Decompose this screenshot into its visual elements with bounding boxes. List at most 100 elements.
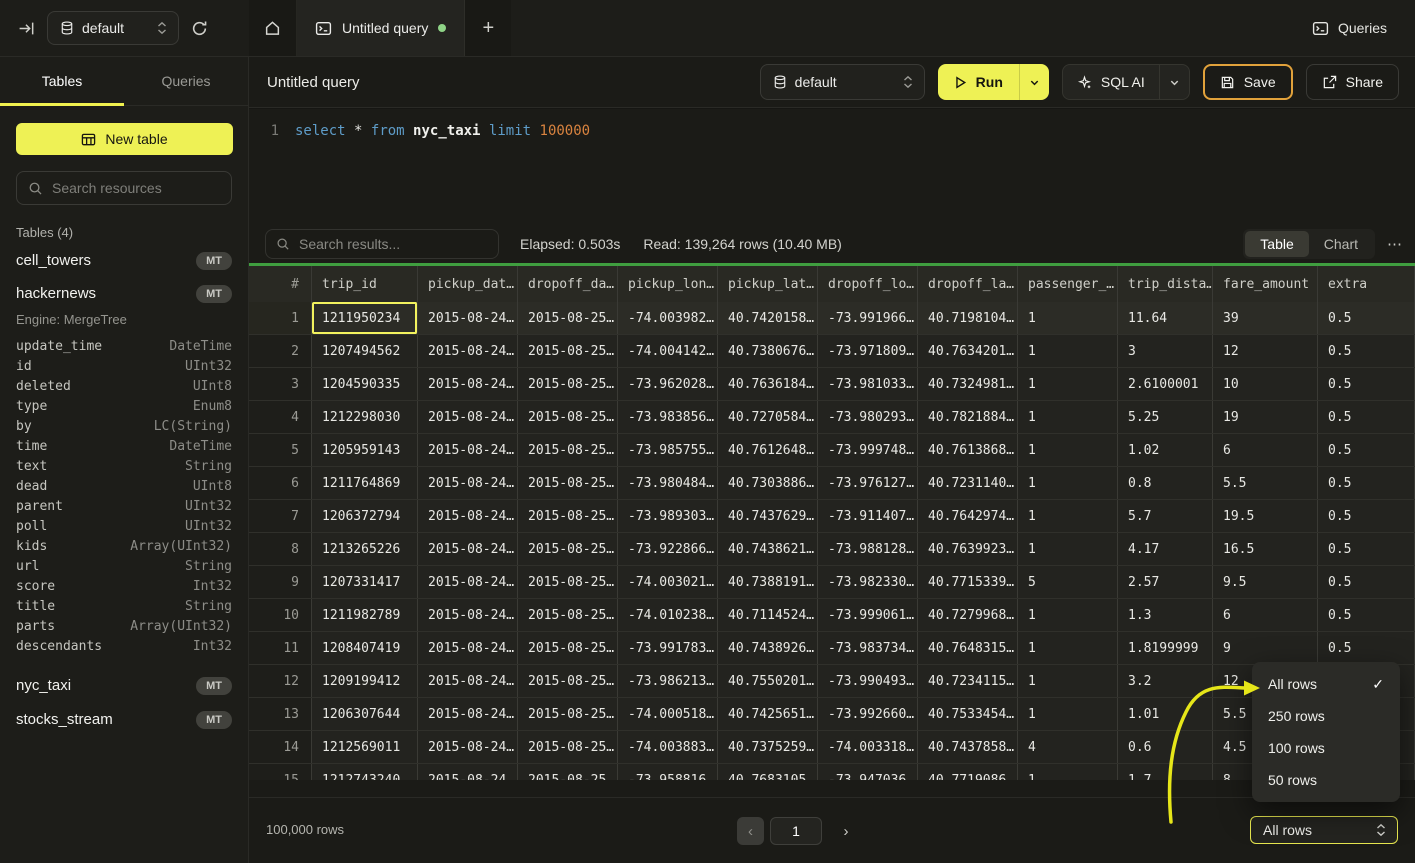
table-cell[interactable]: 0.5 xyxy=(1318,500,1415,532)
table-cell[interactable]: 0.5 xyxy=(1318,335,1415,367)
table-cell[interactable]: 3 xyxy=(1118,335,1213,367)
table-cell[interactable]: -74.003883… xyxy=(618,731,718,763)
table-cell[interactable]: 1 xyxy=(1018,434,1118,466)
table-cell[interactable]: 2015-08-25… xyxy=(518,368,618,400)
table-cell[interactable]: -73.999061… xyxy=(818,599,918,631)
table-header-cell[interactable]: dropoff_la… xyxy=(918,266,1018,302)
prev-page-button[interactable]: ‹ xyxy=(737,817,764,845)
table-cell[interactable]: 40.7114524… xyxy=(718,599,818,631)
sidebar-item-nyc-taxi[interactable]: nyc_taxi MT xyxy=(0,669,248,702)
table-cell[interactable]: 1208407419 xyxy=(312,632,418,664)
table-cell[interactable]: 40.7234115… xyxy=(918,665,1018,697)
table-cell[interactable]: 1212569011 xyxy=(312,731,418,763)
table-cell[interactable]: 5.5 xyxy=(1213,467,1318,499)
table-cell[interactable]: 40.7198104… xyxy=(918,302,1018,334)
table-cell[interactable]: 2015-08-24… xyxy=(418,500,518,532)
table-cell[interactable]: 2015-08-25… xyxy=(518,434,618,466)
table-cell[interactable]: -73.990493… xyxy=(818,665,918,697)
sidebar-tab-tables[interactable]: Tables xyxy=(0,57,124,106)
table-cell[interactable]: 2015-08-25… xyxy=(518,302,618,334)
next-page-button[interactable]: › xyxy=(843,822,849,840)
table-cell[interactable]: 1209199412 xyxy=(312,665,418,697)
table-cell[interactable]: 2.57 xyxy=(1118,566,1213,598)
sidebar-item-stocks-stream[interactable]: stocks_stream MT xyxy=(0,703,248,736)
table-cell[interactable]: -73.980293… xyxy=(818,401,918,433)
table-cell[interactable]: 4.17 xyxy=(1118,533,1213,565)
table-cell[interactable]: -73.962028… xyxy=(618,368,718,400)
tab-home[interactable] xyxy=(249,0,297,56)
table-cell[interactable]: -73.947036… xyxy=(818,764,918,780)
table-cell[interactable]: 40.7639923… xyxy=(918,533,1018,565)
table-cell[interactable]: 1 xyxy=(1018,401,1118,433)
table-cell[interactable]: 2.6100001 xyxy=(1118,368,1213,400)
table-header-cell[interactable]: passenger_… xyxy=(1018,266,1118,302)
table-cell[interactable]: 2015-08-25… xyxy=(518,500,618,532)
table-cell[interactable]: 0.5 xyxy=(1318,434,1415,466)
sidebar-item-cell-towers[interactable]: cell_towers MT xyxy=(0,244,248,277)
page-size-option[interactable]: 100 rows xyxy=(1252,732,1400,764)
table-cell[interactable]: 40.7375259… xyxy=(718,731,818,763)
table-cell[interactable]: 40.7550201… xyxy=(718,665,818,697)
table-cell[interactable]: 1 xyxy=(1018,764,1118,780)
table-cell[interactable]: 2015-08-25… xyxy=(518,599,618,631)
table-cell[interactable]: 2015-08-24… xyxy=(418,698,518,730)
table-cell[interactable]: 0.8 xyxy=(1118,467,1213,499)
table-cell[interactable]: -73.985755… xyxy=(618,434,718,466)
sql-ai-chevron[interactable] xyxy=(1158,65,1189,99)
table-cell[interactable]: 0.5 xyxy=(1318,533,1415,565)
table-cell[interactable]: 40.7648315… xyxy=(918,632,1018,664)
column-row[interactable]: text String xyxy=(16,457,232,477)
table-cell[interactable]: -73.982330… xyxy=(818,566,918,598)
table-cell[interactable]: -74.003982… xyxy=(618,302,718,334)
collapse-sidebar-icon[interactable] xyxy=(18,20,35,37)
view-tab-table[interactable]: Table xyxy=(1245,231,1309,257)
column-row[interactable]: time DateTime xyxy=(16,437,232,457)
table-cell[interactable]: -74.004142… xyxy=(618,335,718,367)
run-options-chevron[interactable] xyxy=(1018,64,1049,100)
table-cell[interactable]: 1 xyxy=(1018,665,1118,697)
table-cell[interactable]: 16.5 xyxy=(1213,533,1318,565)
table-cell[interactable]: 40.7634201… xyxy=(918,335,1018,367)
share-button[interactable]: Share xyxy=(1305,64,1399,100)
table-cell[interactable]: 40.7437629… xyxy=(718,500,818,532)
table-cell[interactable]: 9 xyxy=(1213,632,1318,664)
table-cell[interactable]: 5.25 xyxy=(1118,401,1213,433)
column-row[interactable]: kids Array(UInt32) xyxy=(16,537,232,557)
table-cell[interactable]: 40.7642974… xyxy=(918,500,1018,532)
table-cell[interactable]: -73.922866… xyxy=(618,533,718,565)
column-row[interactable]: by LC(String) xyxy=(16,417,232,437)
table-cell[interactable]: -73.999748… xyxy=(818,434,918,466)
table-cell[interactable]: 6 xyxy=(1213,599,1318,631)
table-cell[interactable]: 39 xyxy=(1213,302,1318,334)
current-page-button[interactable]: 1 xyxy=(770,817,822,845)
queries-button[interactable]: Queries xyxy=(1312,0,1387,56)
table-cell[interactable]: 3.2 xyxy=(1118,665,1213,697)
database-selector[interactable]: default xyxy=(47,11,179,45)
table-cell[interactable]: -74.003318… xyxy=(818,731,918,763)
table-cell[interactable]: 0.5 xyxy=(1318,566,1415,598)
table-cell[interactable]: 2015-08-24… xyxy=(418,434,518,466)
table-cell[interactable]: -73.958816… xyxy=(618,764,718,780)
table-cell[interactable]: 40.7438926… xyxy=(718,632,818,664)
table-cell[interactable]: 4 xyxy=(1018,731,1118,763)
query-database-selector[interactable]: default xyxy=(759,64,925,100)
table-cell[interactable]: -73.992660… xyxy=(818,698,918,730)
table-cell[interactable]: 2015-08-24… xyxy=(418,665,518,697)
table-cell[interactable]: 0.6 xyxy=(1118,731,1213,763)
table-cell[interactable]: 40.7683105… xyxy=(718,764,818,780)
table-cell[interactable]: 0.5 xyxy=(1318,632,1415,664)
table-cell[interactable]: 0.5 xyxy=(1318,467,1415,499)
table-cell[interactable]: 2015-08-25… xyxy=(518,764,618,780)
table-cell[interactable]: 19 xyxy=(1213,401,1318,433)
table-cell[interactable]: 1.7 xyxy=(1118,764,1213,780)
column-row[interactable]: descendants Int32 xyxy=(16,637,232,657)
table-header-cell[interactable]: dropoff_lo… xyxy=(818,266,918,302)
table-cell[interactable]: 6 xyxy=(1213,434,1318,466)
table-cell[interactable]: 2015-08-24… xyxy=(418,533,518,565)
table-cell[interactable]: -73.980484… xyxy=(618,467,718,499)
table-cell[interactable]: 40.7821884… xyxy=(918,401,1018,433)
table-cell[interactable]: 2015-08-25… xyxy=(518,566,618,598)
table-cell[interactable]: 2015-08-25… xyxy=(518,335,618,367)
table-header-cell[interactable]: trip_id xyxy=(312,266,418,302)
table-cell[interactable]: 1 xyxy=(1018,533,1118,565)
